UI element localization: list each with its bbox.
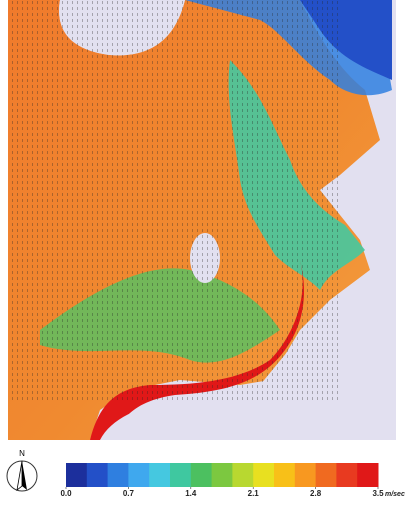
colorbar-swatch [357,463,379,487]
north-arrow-right [22,461,27,490]
colorbar-swatch [149,463,171,487]
colorbar-swatch [211,463,233,487]
flow-map [8,0,396,440]
colorbar-swatch [336,463,358,487]
north-arrow-left [16,460,23,491]
colorbar-swatch [86,463,109,487]
compass: N [6,449,38,492]
compass-label: N [19,449,25,458]
colorbar-swatch [190,463,213,487]
colorbar-swatch [274,463,296,487]
colorbar-unit: m/sec [385,491,405,498]
colorbar: 0.0 0.7 1.4 2.1 2.8 3.5 m/sec [60,463,405,498]
colorbar-swatch [294,463,317,487]
colorbar-tick-label: 2.1 [248,489,260,498]
colorbar-swatch [66,463,88,487]
colorbar-tick-label: 0.0 [60,489,72,498]
colorbar-tick-label: 2.8 [310,489,322,498]
colorbar-swatch [232,463,254,487]
colorbar-tick-label: 3.5 [372,489,384,498]
colorbar-swatch [128,463,150,487]
colorbar-swatch [107,463,129,487]
colorbar-tick-label: 1.4 [185,489,197,498]
colorbar-swatch [315,463,337,487]
colorbar-swatch [253,463,275,487]
velocity-vectors [8,0,338,400]
colorbar-tick-label: 0.7 [123,489,135,498]
colorbar-swatch [170,463,192,487]
